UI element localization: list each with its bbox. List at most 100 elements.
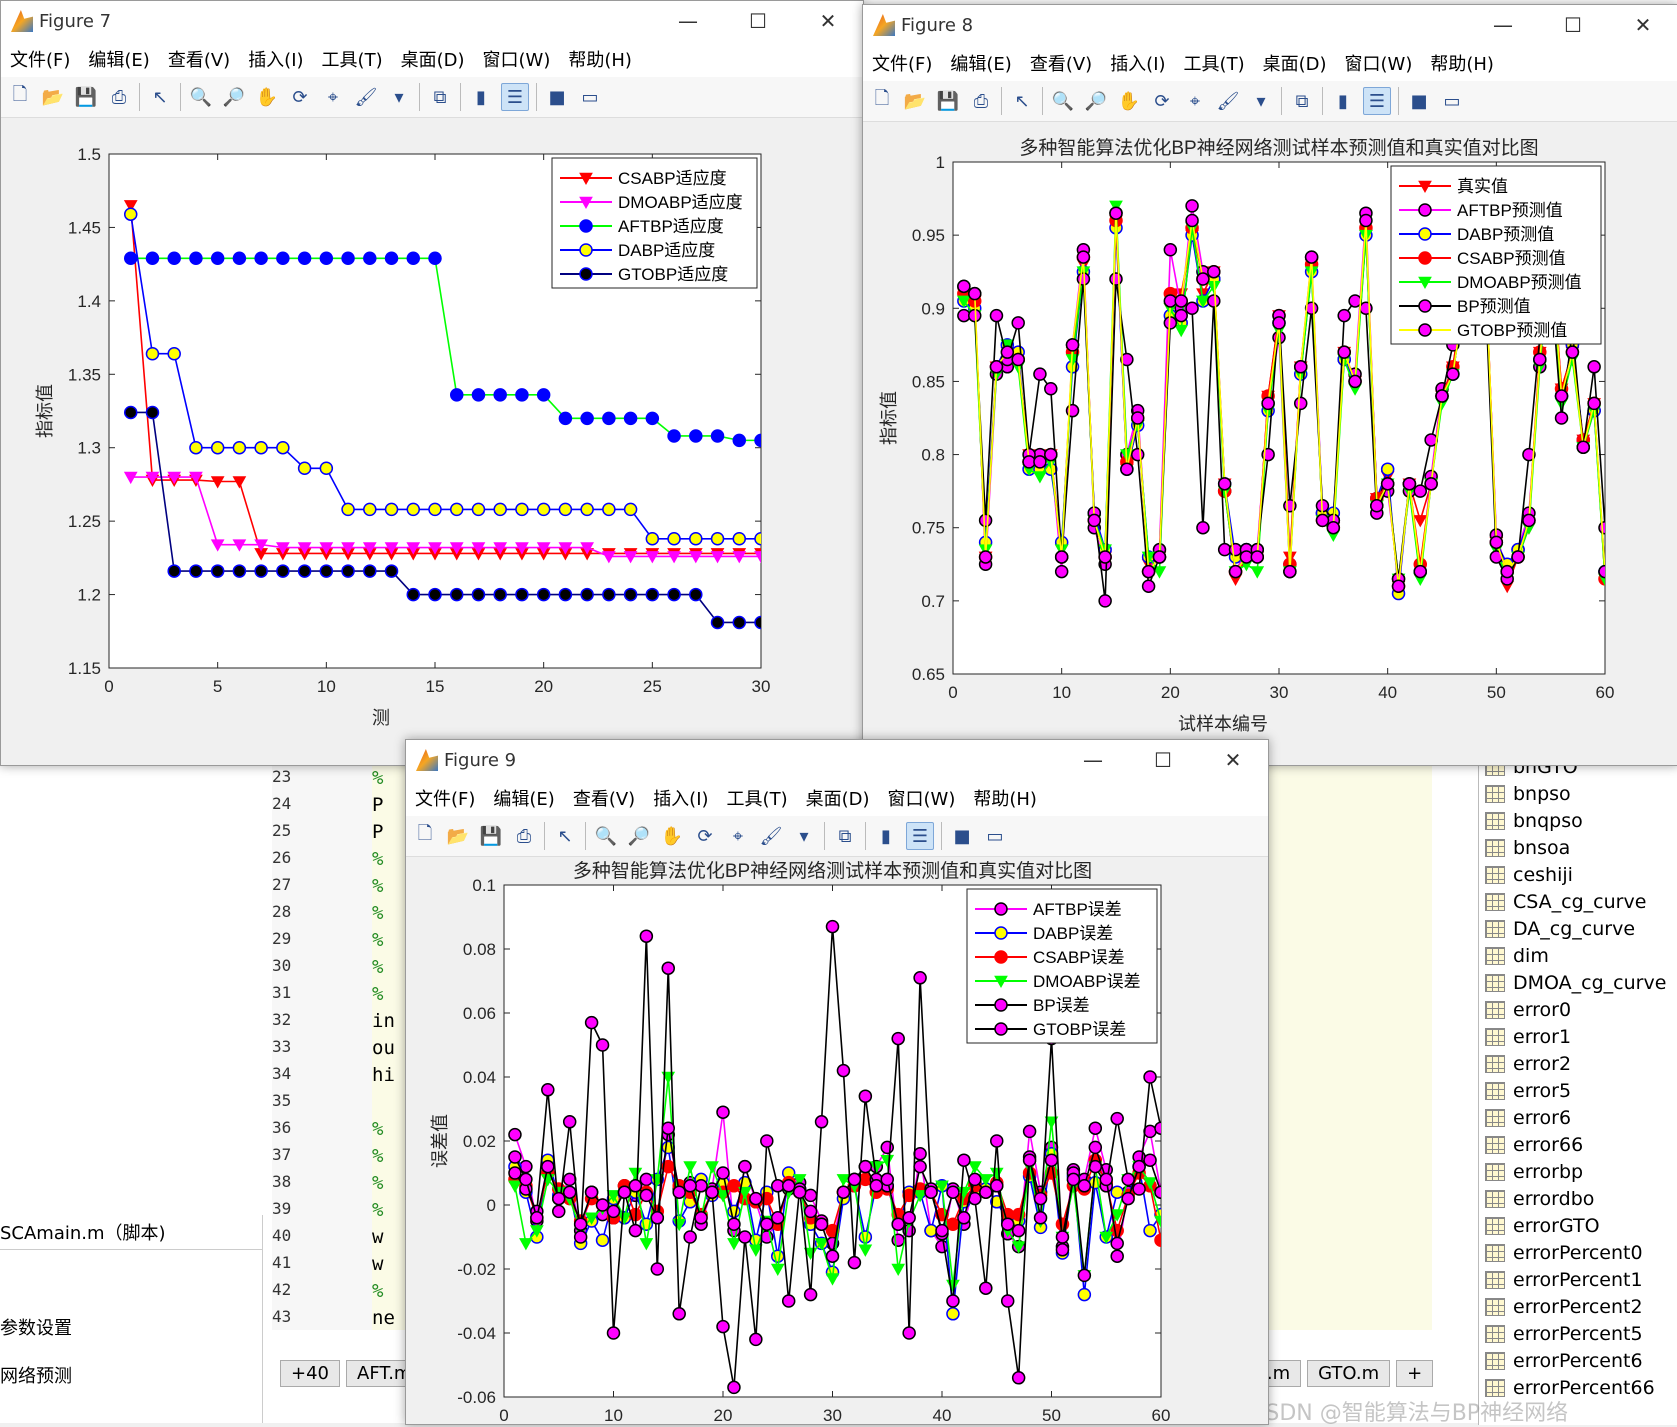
code-line[interactable]: hi bbox=[372, 1064, 395, 1086]
workspace-variable[interactable]: errorGTO bbox=[1485, 1212, 1677, 1239]
open-file-icon[interactable]: 📂 bbox=[446, 825, 470, 847]
link-plot-icon[interactable]: ⧉ bbox=[433, 86, 447, 108]
menu-item[interactable]: 查看(V) bbox=[167, 50, 231, 71]
maximize-button[interactable]: ☐ bbox=[1154, 748, 1172, 772]
menu-item[interactable]: 文件(F) bbox=[10, 50, 71, 71]
rotate-icon[interactable]: ⟳ bbox=[697, 825, 713, 847]
figure-9-window[interactable]: Figure 9 — ☐ ✕ 文件(F) 编辑(E) 查看(V) 插入(I) 工具(T)… bbox=[405, 739, 1269, 1425]
data-cursor-icon[interactable]: ⌖ bbox=[732, 825, 744, 847]
colorbar-icon[interactable]: ▮ bbox=[881, 825, 891, 847]
code-line[interactable]: % bbox=[372, 1280, 384, 1302]
workspace-variable[interactable]: CSA_cg_curve bbox=[1485, 888, 1677, 915]
pointer-icon[interactable]: ↖ bbox=[557, 825, 573, 847]
minimize-button[interactable]: — bbox=[1083, 748, 1103, 772]
zoom-in-icon[interactable]: 🔍 bbox=[189, 86, 213, 108]
workspace-variable[interactable]: errorPercent0 bbox=[1485, 1239, 1677, 1266]
brush-icon[interactable]: 🖌 bbox=[354, 86, 378, 108]
close-button[interactable]: ✕ bbox=[1224, 748, 1242, 772]
pointer-icon[interactable]: ↖ bbox=[152, 86, 168, 108]
legend-icon[interactable]: ☰ bbox=[906, 822, 934, 850]
code-line[interactable]: % bbox=[372, 848, 384, 870]
workspace-variable[interactable]: errorPercent6 bbox=[1485, 1347, 1677, 1374]
workspace-variable[interactable]: DMOA_cg_curve bbox=[1485, 969, 1677, 996]
save-icon[interactable]: 💾 bbox=[479, 825, 503, 847]
save-icon[interactable]: 💾 bbox=[74, 86, 98, 108]
code-line[interactable]: % bbox=[372, 902, 384, 924]
dropdown-arrow-icon[interactable]: ▾ bbox=[799, 825, 809, 847]
workspace-variable[interactable]: bnpso bbox=[1485, 780, 1677, 807]
pan-hand-icon[interactable]: ✋ bbox=[660, 825, 684, 847]
workspace-variable[interactable]: errorbp bbox=[1485, 1158, 1677, 1185]
minimize-button[interactable]: — bbox=[1493, 13, 1513, 37]
data-cursor-icon[interactable]: ⌖ bbox=[327, 86, 339, 108]
rotate-icon[interactable]: ⟳ bbox=[1154, 90, 1170, 112]
menu-item[interactable]: 工具(T) bbox=[1183, 54, 1245, 75]
section-predict[interactable]: 网络预测 bbox=[0, 1366, 72, 1387]
workspace-variable[interactable]: errorPercent66 bbox=[1485, 1374, 1677, 1401]
zoom-out-icon[interactable]: 🔎 bbox=[1084, 90, 1108, 112]
code-line[interactable]: % bbox=[372, 875, 384, 897]
brush-icon[interactable]: 🖌 bbox=[1216, 90, 1240, 112]
figure-8-titlebar[interactable]: Figure 8 — ☐ ✕ bbox=[863, 5, 1677, 45]
figure-8-window[interactable]: Figure 8 — ☐ ✕ 文件(F) 编辑(E) 查看(V) 插入(I) 工具(T)… bbox=[862, 4, 1677, 766]
hide-tools-icon[interactable]: ■ bbox=[953, 825, 971, 847]
menu-item[interactable]: 帮助(H) bbox=[568, 50, 632, 71]
colorbar-icon[interactable]: ▮ bbox=[476, 86, 486, 108]
menu-item[interactable]: 工具(T) bbox=[726, 789, 788, 810]
menu-item[interactable]: 帮助(H) bbox=[1430, 54, 1494, 75]
tab-more[interactable]: +40 bbox=[280, 1360, 340, 1387]
code-line[interactable]: % bbox=[372, 1145, 384, 1167]
menu-item[interactable]: 文件(F) bbox=[872, 54, 933, 75]
zoom-in-icon[interactable]: 🔍 bbox=[1051, 90, 1075, 112]
minimize-button[interactable]: — bbox=[678, 9, 698, 33]
figure-7-window[interactable]: Figure 7 — ☐ ✕ 文件(F) 编辑(E) 查看(V) 插入(I) 工具(T)… bbox=[0, 0, 864, 766]
code-line[interactable]: w bbox=[372, 1226, 384, 1248]
zoom-out-icon[interactable]: 🔎 bbox=[222, 86, 246, 108]
hide-tools-icon[interactable]: ■ bbox=[1410, 90, 1428, 112]
print-icon[interactable]: ⎙ bbox=[973, 90, 989, 112]
dock-icon[interactable]: ▭ bbox=[581, 86, 599, 108]
workspace-variable[interactable]: bnqpso bbox=[1485, 807, 1677, 834]
menu-item[interactable]: 查看(V) bbox=[572, 789, 636, 810]
zoom-in-icon[interactable]: 🔍 bbox=[594, 825, 618, 847]
workspace-variable[interactable]: error66 bbox=[1485, 1131, 1677, 1158]
menu-item[interactable]: 窗口(W) bbox=[887, 789, 956, 810]
maximize-button[interactable]: ☐ bbox=[749, 9, 767, 33]
workspace-variable[interactable]: bnsoa bbox=[1485, 834, 1677, 861]
code-line[interactable]: % bbox=[372, 1199, 384, 1221]
dropdown-arrow-icon[interactable]: ▾ bbox=[394, 86, 404, 108]
code-line[interactable]: P bbox=[372, 794, 384, 816]
legend-icon[interactable]: ☰ bbox=[501, 83, 529, 111]
tab-gto[interactable]: GTO.m bbox=[1307, 1360, 1391, 1387]
menu-item[interactable]: 编辑(E) bbox=[88, 50, 150, 71]
menu-item[interactable]: 窗口(W) bbox=[1344, 54, 1413, 75]
workspace-variable[interactable]: errordbo bbox=[1485, 1185, 1677, 1212]
workspace-variable[interactable]: DA_cg_curve bbox=[1485, 915, 1677, 942]
workspace-variable[interactable]: error1 bbox=[1485, 1023, 1677, 1050]
code-line[interactable]: % bbox=[372, 983, 384, 1005]
dock-icon[interactable]: ▭ bbox=[1443, 90, 1461, 112]
menu-item[interactable]: 查看(V) bbox=[1029, 54, 1093, 75]
close-button[interactable]: ✕ bbox=[1634, 13, 1652, 37]
new-file-icon[interactable]: 🗋 bbox=[874, 88, 890, 109]
script-label[interactable]: SCAmain.m（脚本) bbox=[0, 1215, 262, 1250]
figure-7-titlebar[interactable]: Figure 7 — ☐ ✕ bbox=[1, 1, 863, 41]
new-file-icon[interactable]: 🗋 bbox=[12, 84, 28, 105]
workspace-variable[interactable]: error0 bbox=[1485, 996, 1677, 1023]
menu-item[interactable]: 桌面(D) bbox=[400, 50, 465, 71]
tab-aft[interactable]: AFT.m bbox=[346, 1360, 423, 1387]
section-params[interactable]: 参数设置 bbox=[0, 1318, 72, 1339]
code-line[interactable]: w bbox=[372, 1253, 384, 1275]
maximize-button[interactable]: ☐ bbox=[1564, 13, 1582, 37]
menu-item[interactable]: 桌面(D) bbox=[805, 789, 870, 810]
menu-item[interactable]: 窗口(W) bbox=[482, 50, 551, 71]
code-line[interactable]: % bbox=[372, 1118, 384, 1140]
dock-icon[interactable]: ▭ bbox=[986, 825, 1004, 847]
workspace-variable[interactable]: error6 bbox=[1485, 1104, 1677, 1131]
code-line[interactable]: % bbox=[372, 956, 384, 978]
workspace-variable[interactable]: errorPercent5 bbox=[1485, 1320, 1677, 1347]
menu-item[interactable]: 桌面(D) bbox=[1262, 54, 1327, 75]
close-button[interactable]: ✕ bbox=[819, 9, 837, 33]
menu-item[interactable]: 帮助(H) bbox=[973, 789, 1037, 810]
print-icon[interactable]: ⎙ bbox=[111, 86, 127, 108]
